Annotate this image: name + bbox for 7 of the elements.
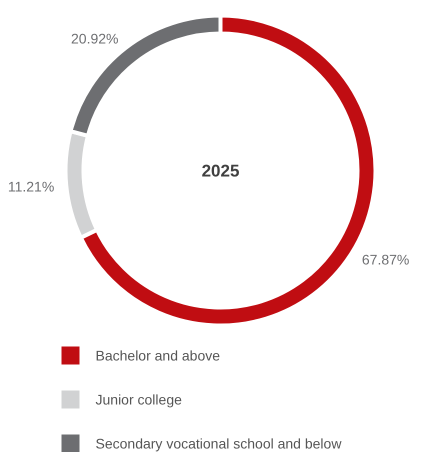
- legend-label: Bachelor and above: [96, 348, 220, 364]
- data-label: 67.87%: [362, 251, 410, 268]
- text: 2025: [202, 162, 240, 180]
- legend-label: Junior college: [96, 392, 182, 408]
- data-label: 11.21%: [8, 178, 54, 194]
- data-label: 20.92%: [70, 30, 118, 46]
- legend-label: Secondary vocational school and below: [96, 436, 342, 452]
